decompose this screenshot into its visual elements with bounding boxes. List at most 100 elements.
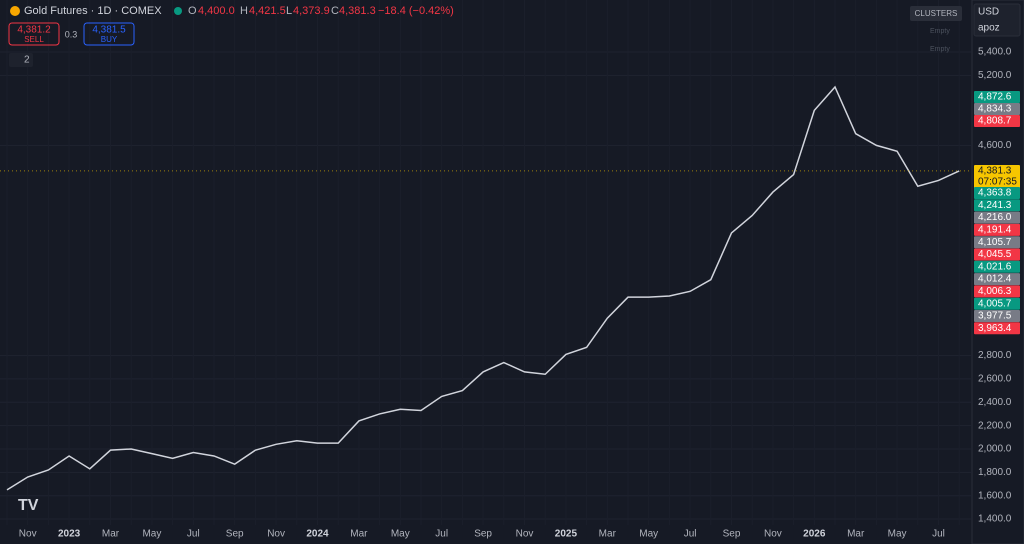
o-label: O	[188, 5, 197, 17]
symbol: Gold Futures · 1D · COMEX	[24, 5, 162, 17]
x-tick-label: Jul	[187, 529, 200, 540]
x-tick-label: Mar	[350, 529, 368, 540]
price-tag	[974, 273, 1020, 286]
price-tag	[974, 91, 1020, 103]
logo: TV	[18, 497, 39, 514]
x-tick-label: Mar	[599, 529, 617, 540]
low: 4,373.9	[293, 5, 330, 17]
countdown: 07:07:35	[978, 177, 1017, 188]
h-label: H	[240, 5, 248, 17]
price-tag-label: 4,872.6	[978, 92, 1012, 103]
price-tag	[974, 297, 1020, 310]
x-tick-label: Sep	[723, 529, 741, 540]
x-tick-label: Jul	[435, 529, 448, 540]
open: 4,400.0	[198, 5, 235, 17]
sell-label: SELL	[24, 35, 44, 44]
x-tick-label: May	[391, 529, 410, 540]
sell-button[interactable]	[8, 22, 60, 46]
price-tag	[974, 310, 1020, 322]
c-label: C	[331, 5, 339, 17]
current-price: 4,381.3	[978, 166, 1012, 177]
price-tag	[974, 285, 1020, 298]
x-tick-label: Mar	[847, 529, 865, 540]
buy-button[interactable]	[83, 22, 135, 46]
x-tick-label: Nov	[19, 529, 37, 540]
sell-price: 4,381.2	[17, 25, 51, 36]
spread: 0.3	[65, 29, 78, 39]
currency: USD	[978, 7, 999, 18]
y-tick-label: 5,200.0	[978, 70, 1012, 81]
l-label: L	[286, 5, 292, 17]
y-tick-label: 2,000.0	[978, 444, 1012, 455]
price-tag	[974, 322, 1020, 335]
price-tag-label: 4,105.7	[978, 237, 1012, 248]
status-dot	[174, 7, 182, 15]
price-tag-label: 4,834.3	[978, 104, 1012, 115]
buy-price: 4,381.5	[92, 25, 126, 36]
clusters-button[interactable]	[910, 6, 962, 21]
user: apoz	[978, 23, 1000, 34]
x-tick-label: May	[639, 529, 658, 540]
x-tick-label: 2025	[555, 529, 578, 540]
price-tag-label: 4,021.6	[978, 261, 1012, 272]
x-tick-label: Nov	[267, 529, 285, 540]
price-tag-label: 4,808.7	[978, 116, 1012, 127]
buy-label: BUY	[101, 35, 118, 44]
price-tag	[974, 260, 1020, 273]
y-tick-label: 2,400.0	[978, 397, 1012, 408]
current-price-tag	[974, 165, 1020, 189]
price-tag-label: 4,012.4	[978, 274, 1012, 285]
empty-1: Empty	[930, 28, 950, 35]
y-tick-label: 1,400.0	[978, 514, 1012, 525]
price-tag-label: 4,005.7	[978, 298, 1012, 309]
x-tick-label: Nov	[764, 529, 782, 540]
price-tag-label: 4,191.4	[978, 225, 1012, 236]
price-tag-label: 4,363.8	[978, 188, 1012, 199]
price-tag-label: 4,006.3	[978, 286, 1012, 297]
clusters: CLUSTERS	[915, 9, 958, 18]
price-tag-label: 4,241.3	[978, 200, 1012, 211]
price-tag	[974, 223, 1020, 236]
price-tag-label: 3,977.5	[978, 311, 1012, 322]
price-line	[6, 85, 960, 491]
x-tick-label: Jul	[684, 529, 697, 540]
price-tag-label: 4,045.5	[978, 249, 1012, 260]
x-tick-label: May	[888, 529, 907, 540]
symbol-icon	[10, 6, 20, 16]
price-tag	[974, 211, 1020, 224]
x-tick-label: Mar	[102, 529, 120, 540]
price-tag	[974, 248, 1020, 261]
currency-box[interactable]	[973, 3, 1021, 37]
price-tag-label: 4,216.0	[978, 212, 1012, 223]
plot	[0, 85, 972, 491]
grid	[0, 51, 972, 520]
x-tick-label: Sep	[474, 529, 492, 540]
indicator-count: 2	[24, 55, 30, 66]
x-tick-label: Jul	[932, 529, 945, 540]
x-tick-label: 2026	[803, 529, 826, 540]
price-tags: 4,872.64,834.34,808.7 4,381.307:07:354,36…	[974, 91, 1020, 335]
y-tick-label: 2,800.0	[978, 350, 1012, 361]
y-tick-label: 2,200.0	[978, 420, 1012, 431]
price-tag	[974, 187, 1020, 199]
price-tag	[974, 236, 1020, 249]
price-tag	[974, 199, 1020, 212]
price-tag	[974, 103, 1020, 115]
y-tick-label: 5,400.0	[978, 47, 1012, 58]
x-tick-label: 2023	[58, 529, 81, 540]
y-tick-label: 1,800.0	[978, 467, 1012, 478]
x-tick-label: Nov	[516, 529, 534, 540]
price-tag-label: 3,963.4	[978, 323, 1012, 334]
change: −18.4 (−0.42%)	[378, 5, 454, 17]
price-tag	[974, 115, 1020, 127]
indicator-toggle[interactable]	[9, 53, 33, 67]
x-tick-label: Sep	[226, 529, 244, 540]
y-tick-label: 4,600.0	[978, 140, 1012, 151]
empty-2: Empty	[930, 46, 950, 53]
y-tick-label: 2,600.0	[978, 374, 1012, 385]
x-tick-label: May	[142, 529, 161, 540]
high: 4,421.5	[249, 5, 286, 17]
